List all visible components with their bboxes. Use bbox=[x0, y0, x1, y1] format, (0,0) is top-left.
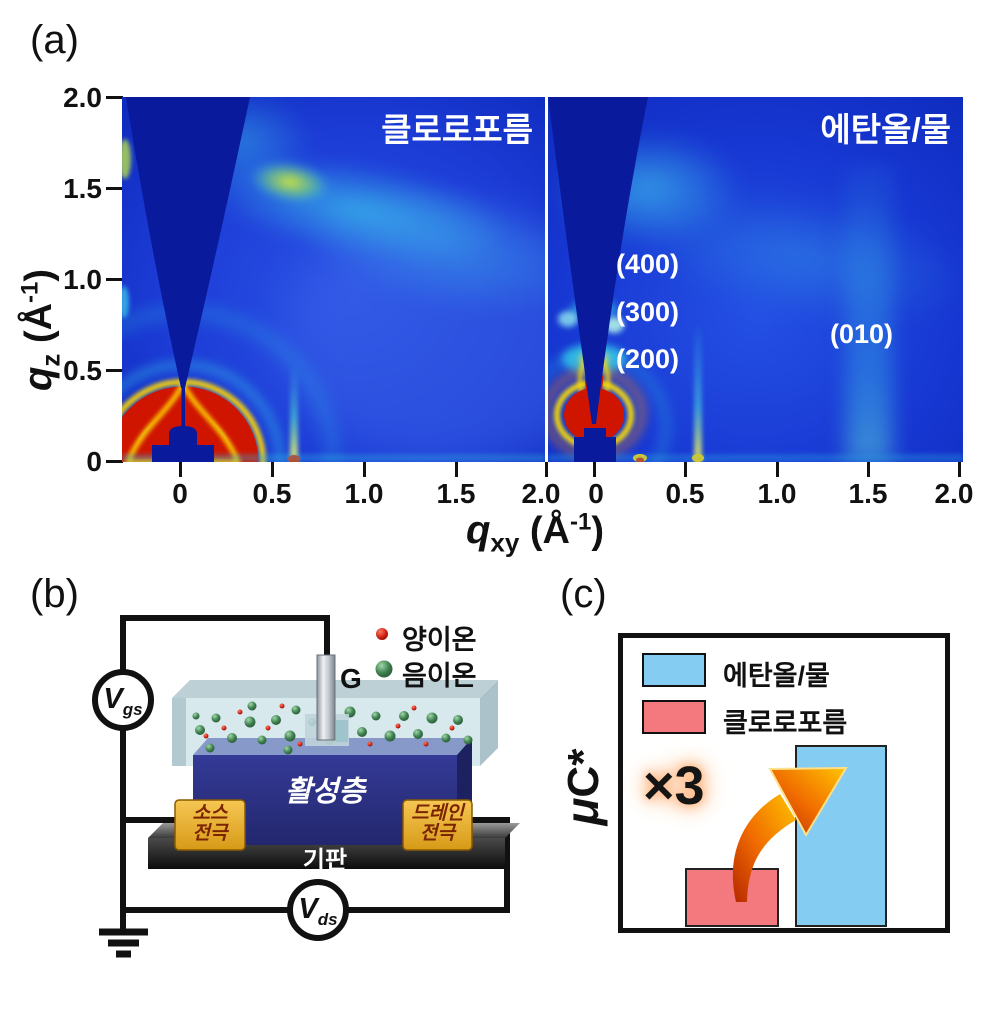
y-tick-label: 0 bbox=[86, 446, 102, 477]
x-tick-label: 2.0 bbox=[934, 478, 974, 509]
x-tick bbox=[363, 462, 366, 477]
increase-arrow bbox=[732, 766, 848, 902]
vds-label: Vds bbox=[298, 893, 338, 929]
giwaxs-map-ethanol-water: 에탄올/물 (400) (300) (200) (010) bbox=[548, 97, 963, 462]
drain-electrode-label: 드레인 전극 bbox=[411, 803, 464, 844]
gate-label: G bbox=[340, 663, 362, 694]
cation-ball bbox=[376, 628, 388, 640]
panel-a-label: (a) bbox=[30, 18, 79, 62]
x-tick bbox=[271, 462, 274, 477]
gate-electrode bbox=[316, 654, 336, 741]
x-tick-label: 1.0 bbox=[757, 478, 797, 509]
source-electrode bbox=[174, 799, 246, 851]
panel-b: (b) bbox=[0, 570, 540, 1010]
x-tick bbox=[455, 462, 458, 477]
vgs-label: Vgs bbox=[103, 683, 143, 719]
y-axis-label: qz (Å-1) bbox=[16, 268, 66, 392]
x-tick-label: 0.5 bbox=[252, 478, 292, 509]
y-tick-label: 2.0 bbox=[63, 82, 102, 113]
transistor-schematic bbox=[92, 615, 520, 958]
legend-swatch-chloroform bbox=[642, 700, 706, 734]
x-tick bbox=[867, 462, 870, 477]
annotation-010: (010) bbox=[830, 319, 894, 349]
x-axis-label: qxy (Å-1) bbox=[465, 508, 604, 558]
source-electrode-label: 소스 전극 bbox=[192, 803, 228, 844]
substrate-label: 기판 bbox=[302, 847, 348, 874]
annotation-200: (200) bbox=[616, 344, 680, 374]
x-tick-label: 0.5 bbox=[665, 478, 705, 509]
y-tick-label: 1.5 bbox=[63, 173, 102, 204]
giwaxs-map-chloroform: 클로로포름 bbox=[122, 97, 545, 462]
x-tick bbox=[593, 462, 596, 477]
x-tick bbox=[958, 462, 961, 477]
x-tick bbox=[684, 462, 687, 477]
x-tick-label: 1.5 bbox=[436, 478, 476, 509]
y-tick bbox=[106, 369, 123, 372]
active-layer-label: 활성층 bbox=[284, 776, 366, 808]
x-tick-label: 0 bbox=[172, 478, 188, 509]
panel-c-label: (c) bbox=[560, 572, 607, 616]
annotation-400: (400) bbox=[616, 249, 680, 279]
y-tick bbox=[106, 460, 123, 463]
x-tick-label: 2.0 bbox=[521, 478, 561, 509]
cation-legend-label: 양이온 bbox=[402, 625, 477, 655]
ion-cloud bbox=[192, 701, 473, 755]
x-axis-symbol: q bbox=[465, 508, 491, 552]
x-tick bbox=[776, 462, 779, 477]
y-tick bbox=[106, 278, 123, 281]
annotation-300: (300) bbox=[616, 297, 680, 327]
anion-legend-label: 음이온 bbox=[402, 661, 477, 691]
legend-label-ethanol-water: 에탄올/물 bbox=[723, 661, 830, 691]
giwaxs-left-image bbox=[122, 97, 545, 462]
x-tick-label: 0 bbox=[588, 478, 604, 509]
vds-meter-circle bbox=[287, 879, 349, 941]
panel-b-label: (b) bbox=[30, 572, 79, 616]
giwaxs-right-image bbox=[548, 97, 963, 462]
y-tick bbox=[106, 96, 123, 99]
panel-a: (a) qz (Å-1) 2.0 1.5 1.0 0.5 0 bbox=[16, 18, 974, 558]
legend-label-chloroform: 클로로포름 bbox=[723, 708, 848, 738]
heatmap-title-chloroform: 클로로포름 bbox=[381, 111, 533, 148]
y-tick-label: 1.0 bbox=[63, 264, 102, 295]
x-tick-label: 1.0 bbox=[344, 478, 384, 509]
x-tick bbox=[545, 462, 548, 477]
y-tick bbox=[106, 187, 123, 190]
x-tick bbox=[179, 462, 182, 477]
legend-swatch-ethanol-water bbox=[642, 653, 706, 687]
drain-electrode bbox=[402, 799, 473, 851]
vgs-meter-circle bbox=[92, 669, 154, 731]
y-tick-label: 0.5 bbox=[63, 355, 102, 386]
x-tick-label: 1.5 bbox=[848, 478, 888, 509]
bar-chloroform bbox=[685, 868, 779, 927]
anion-ball bbox=[375, 660, 393, 678]
times3-annotation: ×3 bbox=[643, 756, 705, 816]
heatmap-title-ethanol-water: 에탄올/물 bbox=[820, 111, 951, 148]
panel-c: (c) μC* 에탄올/물 클로로포름 ×3 bbox=[540, 570, 997, 1010]
